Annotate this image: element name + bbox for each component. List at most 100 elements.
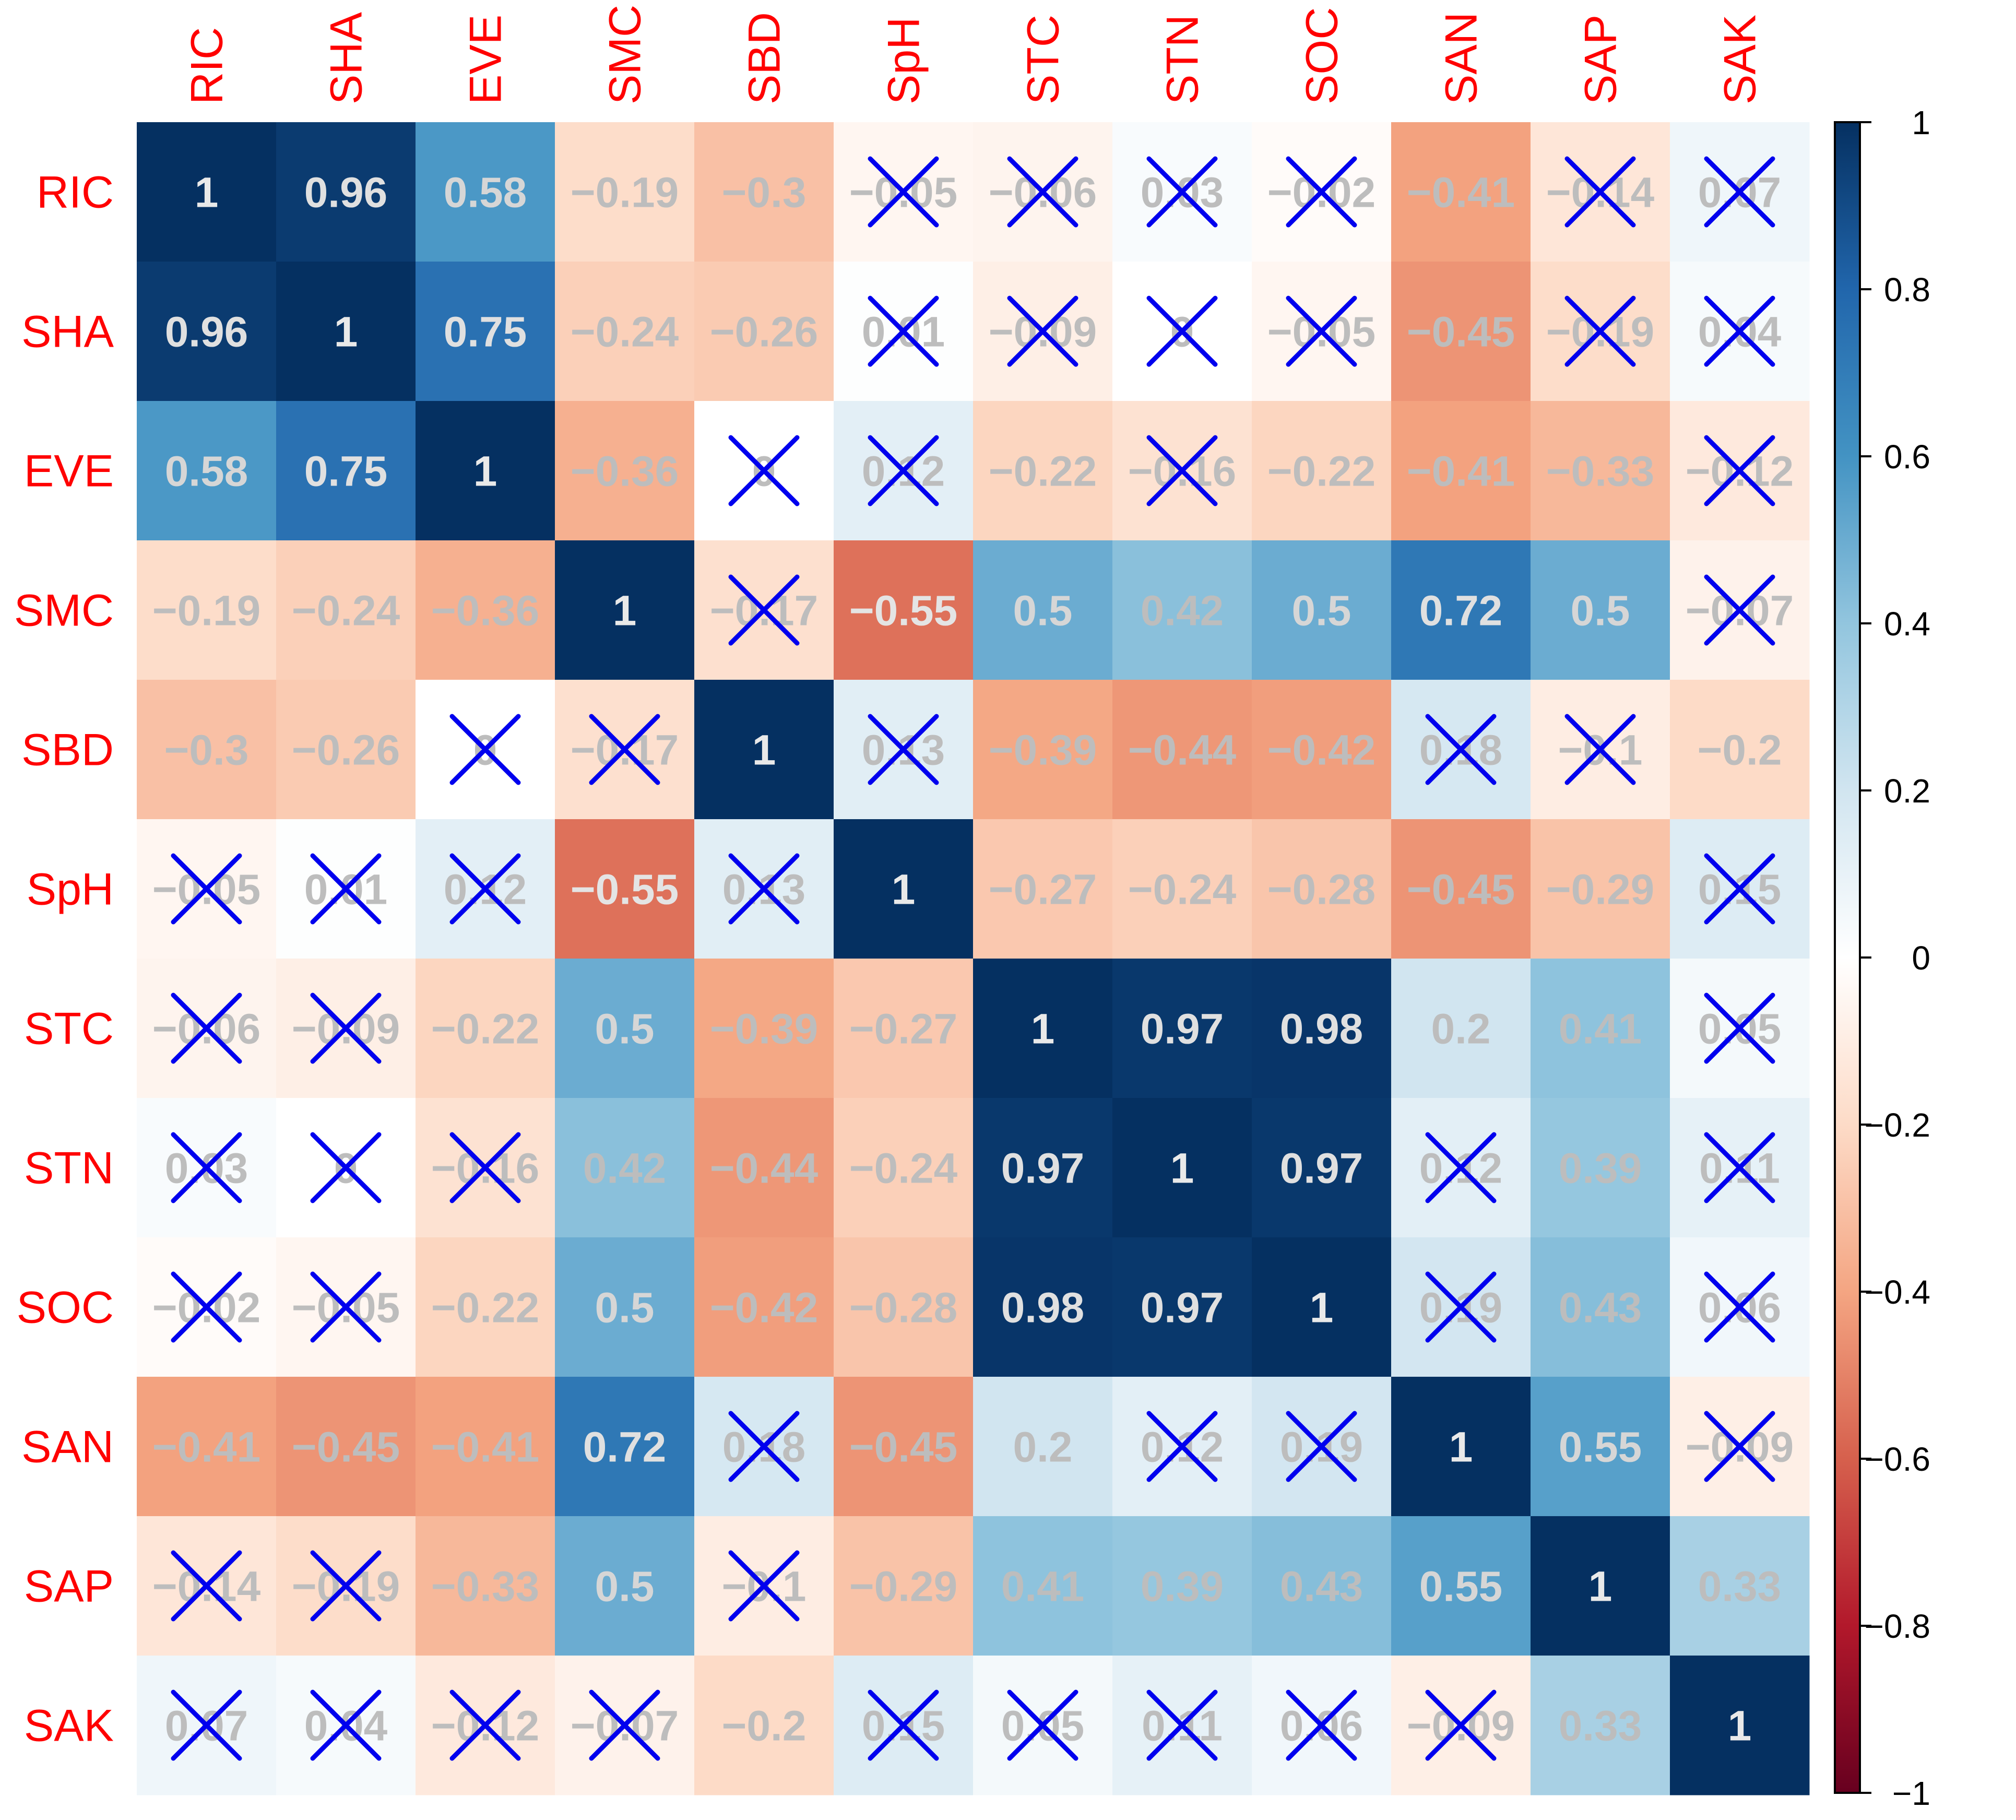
nonsignificant-cross-marker [1425,714,1497,785]
nonsignificant-cross-marker [449,1689,521,1761]
cell-value-label: 1 [1170,1145,1194,1192]
cross-stroke [1704,574,1775,646]
cell-value-label: 0.55 [1559,1424,1642,1471]
cross-stroke [1146,1411,1218,1482]
cross-stroke [1146,435,1218,506]
cell-value-label: −0.28 [1267,866,1375,914]
nonsignificant-cross-marker [1704,1271,1775,1343]
cell-value-label: 0.43 [1280,1563,1363,1611]
cell-value-label: −0.3 [164,727,249,774]
nonsignificant-cross-marker [1425,1689,1497,1761]
nonsignificant-cross-marker [1704,435,1775,506]
nonsignificant-cross-marker [1007,156,1078,228]
cell-value-label: 0.39 [1141,1563,1224,1611]
heatmap-cell-SAN-SAP [1531,1377,1670,1517]
nonsignificant-cross-marker [171,1550,242,1622]
cross-stroke [1286,296,1357,367]
cell-value-label: 0.43 [1559,1284,1642,1332]
heatmap-cell-SAK-SBD [694,1656,834,1795]
cell-value-label: −0.26 [710,309,818,356]
cell-value-label: −0.22 [431,1284,539,1332]
cell-value-label: 0.96 [304,169,388,217]
cell-value-label: 0.39 [1559,1145,1642,1192]
cell-value-label: −0.55 [571,866,679,914]
cell-value-label: 1 [334,309,358,356]
column-label-SAN: SAN [1437,12,1487,104]
heatmap-cell-EVE-SOC [1252,401,1392,541]
nonsignificant-cross-marker [868,156,939,228]
cross-stroke [1007,156,1078,228]
cell-value-label: −0.41 [1407,448,1515,495]
heatmap-cell-STC-STC [973,959,1113,1098]
cell-value-label: −0.19 [152,587,260,635]
cell-value-label: 1 [1031,1006,1055,1053]
cross-stroke [728,1550,800,1622]
nonsignificant-cross-marker [1704,574,1775,646]
cell-value-label: −0.36 [571,448,679,495]
cell-value-label: −0.42 [1267,727,1375,774]
heatmap-cell-SAN-SMC [555,1377,695,1517]
heatmap-cell-STC-SAP [1531,959,1670,1098]
heatmap-cell-EVE-RIC [137,401,277,541]
cross-stroke [1425,1132,1497,1203]
heatmap-cell-SMC-SMC [555,540,695,680]
column-label-STC: STC [1018,15,1069,104]
cross-stroke [1704,1411,1775,1482]
row-label-SAK: SAK [24,1701,114,1751]
nonsignificant-cross-marker [728,1411,800,1482]
cross-stroke [310,1689,382,1761]
heatmap-cell-SMC-STC [973,540,1113,680]
nonsignificant-cross-marker [1704,992,1775,1064]
heatmap-cell-SOC-STN [1112,1237,1252,1377]
cross-stroke [1007,296,1078,367]
nonsignificant-cross-marker [1425,1271,1497,1343]
nonsignificant-cross-marker [1704,853,1775,925]
cell-value-label: −0.33 [431,1563,539,1611]
heatmap-cell-SAN-EVE [416,1377,555,1517]
cell-value-label: 0.58 [444,169,527,217]
heatmap-cell-SHA-SBD [694,262,834,401]
heatmap-cell-SHA-SAN [1391,262,1531,401]
cell-value-label: 0.72 [583,1424,667,1471]
cell-value-label: −0.22 [431,1006,539,1053]
column-label-SpH: SpH [879,17,929,104]
cell-value-label: 1 [1449,1424,1473,1471]
cell-value-label: 0.42 [583,1145,667,1192]
nonsignificant-cross-marker [1564,714,1636,785]
nonsignificant-cross-marker [728,435,800,506]
cross-stroke [1564,714,1636,785]
nonsignificant-cross-marker [868,296,939,367]
cell-value-label: −0.41 [152,1424,260,1471]
column-labels: RIC SHA EVE SMC SBD SpH STC STN SOC SAN SAP SAK [182,5,1765,104]
cell-value-label: 1 [1588,1563,1612,1611]
heatmap-cell-SBD-SOC [1252,680,1392,820]
cell-value-label: 0.5 [1292,587,1351,635]
heatmap-cell-STC-EVE [416,959,555,1098]
cell-value-label: 0.58 [165,448,248,495]
colorbar-tick-label: 0.4 [1884,605,1930,643]
heatmap-cell-SOC-SBD [694,1237,834,1377]
cross-stroke [171,992,242,1064]
cell-value-label: 0.98 [1001,1284,1085,1332]
heatmap-cell-SpH-SAN [1391,819,1531,959]
heatmap-cell-SMC-EVE [416,540,555,680]
cell-value-label: 0.5 [595,1006,655,1053]
nonsignificant-cross-marker [1704,156,1775,228]
nonsignificant-cross-marker [868,714,939,785]
cell-value-label: −0.24 [571,309,679,356]
heatmap-cell-SHA-EVE [416,262,555,401]
heatmap-cell-SAN-STC [973,1377,1113,1517]
cell-value-label: 0.5 [1013,587,1073,635]
heatmap-cell-SAP-SOC [1252,1516,1392,1656]
colorbar-tick-label: −0.4 [1865,1273,1930,1311]
heatmap-cell-EVE-EVE [416,401,555,541]
row-label-STN: STN [24,1143,114,1193]
heatmap-cell-SpH-SOC [1252,819,1392,959]
cross-stroke [589,714,660,785]
cell-value-label: 0.97 [1141,1006,1224,1053]
cross-stroke [728,853,800,925]
heatmap-cell-SAN-RIC [137,1377,277,1517]
cross-stroke [310,992,382,1064]
colorbar: 1 0.8 0.6 0.4 0.2 0 −0.2 −0.4 −0.6 −0.8 −1 [1834,104,1930,1812]
